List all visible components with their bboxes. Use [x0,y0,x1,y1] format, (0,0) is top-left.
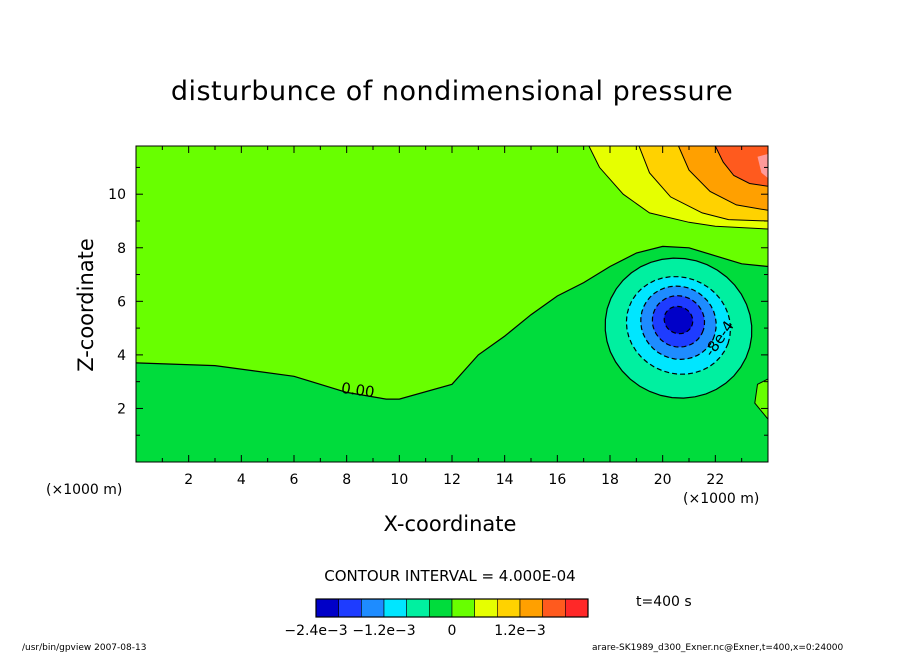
colorbar-tick-label: 0 [448,623,457,639]
contour-right-edge [754,378,768,420]
colorbar-swatch [451,598,475,618]
contour-high-3 [678,146,768,211]
footer-file-info: arare-SK1989_d300_Exner.nc@Exner,t=400,x… [592,643,844,653]
contour-low-5 [663,305,694,335]
x-tick-label: 4 [237,472,246,488]
colorbar-swatch [429,598,453,618]
contour-low-2 [625,276,732,375]
y-tick-label: 10 [108,187,126,203]
colorbar-swatch [361,598,385,618]
x-tick-label: 8 [342,472,351,488]
x-tick-label: 14 [496,472,514,488]
colorbar-tick-label: −2.4e−3 [284,623,347,639]
x-tick-label: 2 [184,472,193,488]
y-tick-label: 6 [117,294,126,310]
colorbar-frame [315,598,589,618]
x-unit-label-right: (×1000 m) [683,491,760,507]
colorbar-swatch [406,598,430,618]
chart-title: disturbunce of nondimensional pressure [170,76,734,107]
colorbar-tick-label: −1.2e−3 [352,623,415,639]
time-label: t=400 s [636,594,692,610]
y-tick-label: 2 [117,401,126,417]
footer-program-info: /usr/bin/gpview 2007-08-13 [22,643,147,653]
x-tick-label: 16 [548,472,566,488]
fill-high-4 [715,146,768,187]
x-unit-label-left: (×1000 m) [46,482,123,498]
contour-low-1 [604,257,753,399]
colorbar-swatch [519,598,543,618]
x-tick-label: 10 [390,472,408,488]
x-tick-label: 6 [290,472,299,488]
colorbar: −2.4e−3 −1.2e−3 0 1.2e−3 [284,598,589,639]
colorbar-tick-label: 1.2e−3 [494,623,546,639]
colorbar-swatch [565,598,589,618]
x-tick-label: 18 [601,472,619,488]
fill-low-5 [664,306,693,334]
x-tick-label: 20 [654,472,672,488]
contour-high-4 [714,146,768,187]
colorbar-swatch [383,598,407,618]
x-tick-label: 12 [443,472,461,488]
colorbar-swatch [497,598,521,618]
x-axis-label: X-coordinate [383,512,517,536]
contour-fills [136,146,768,462]
fill-high-5 [757,154,768,179]
fill-right-edge [754,379,768,420]
colorbar-swatch [315,598,339,618]
x-tick-label: 22 [706,472,724,488]
contour-high-2 [638,146,768,222]
contour-interval: CONTOUR INTERVAL = 4.000E-04 [324,567,576,585]
y-axis-label: Z-coordinate [74,238,98,372]
colorbar-swatch [474,598,498,618]
contour-zero [136,245,768,400]
y-tick-label: 8 [117,241,126,257]
contour-label: 0.00 [340,379,376,401]
contour-low-4 [651,295,706,348]
contour-low-3 [640,285,717,361]
contour-high-1 [588,146,768,230]
colorbar-swatch [542,598,566,618]
colorbar-swatch [338,598,362,618]
y-tick-label: 4 [117,348,126,364]
